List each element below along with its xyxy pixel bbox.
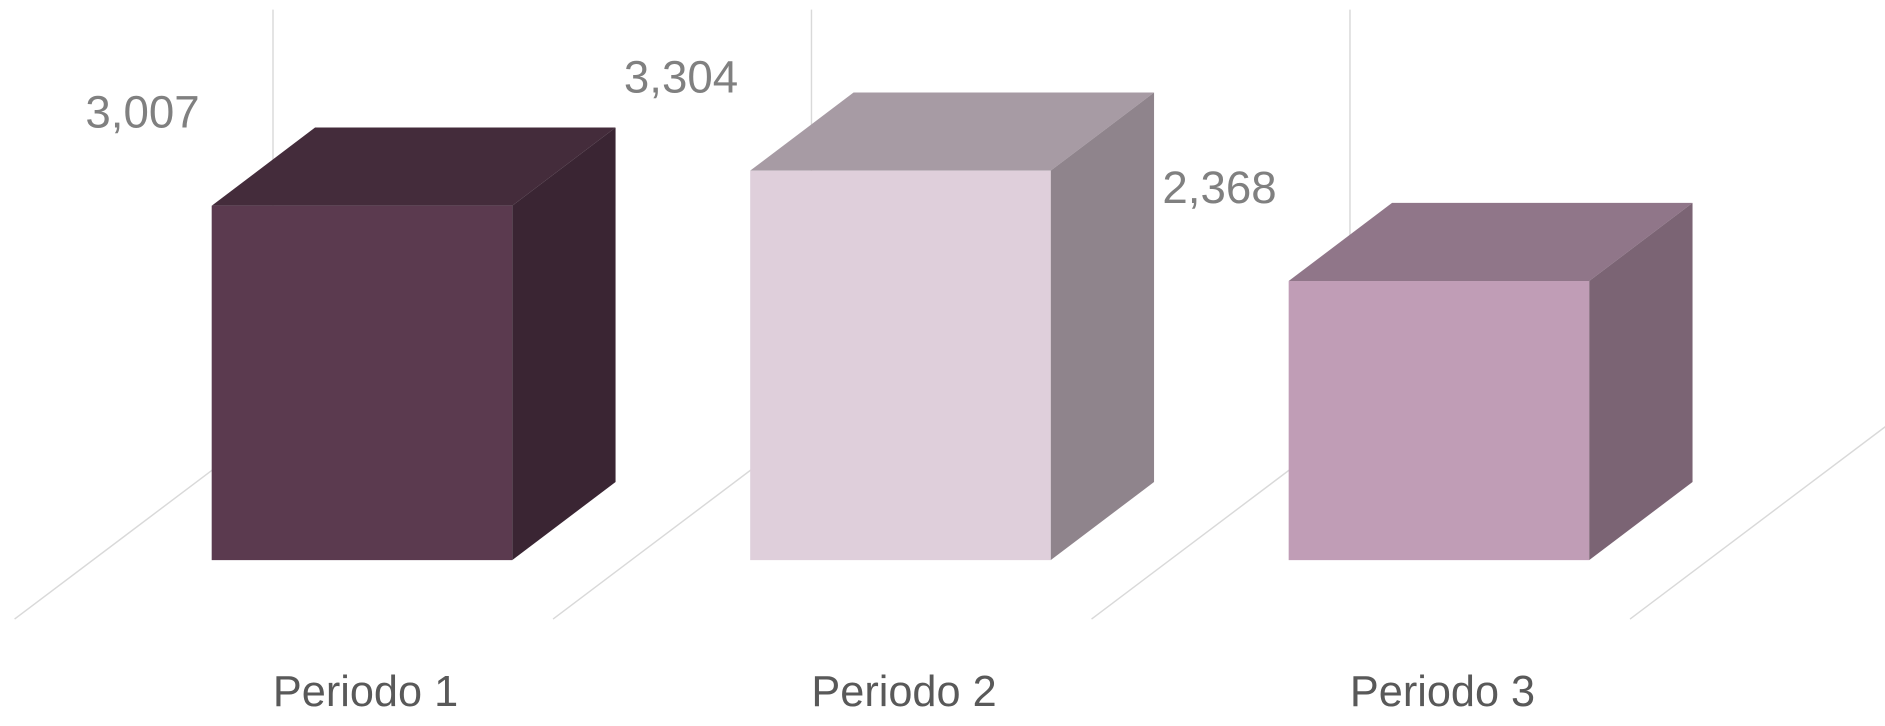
bar-side: [512, 127, 616, 561]
bar-side: [1050, 92, 1155, 561]
bar-top: [750, 92, 1155, 171]
bar-top: [211, 127, 616, 206]
data-label: 3,007: [85, 87, 199, 138]
data-label: 2,368: [1162, 162, 1276, 213]
x-tick-label: Periodo 3: [1350, 668, 1535, 716]
floor-gridline: [1629, 426, 1885, 620]
bar-side: [1589, 202, 1693, 561]
data-label: 3,304: [624, 52, 738, 103]
bar-top: [1288, 202, 1693, 282]
bar: [1288, 281, 1590, 561]
x-tick-label: Periodo 1: [273, 668, 458, 716]
x-tick-label: Periodo 2: [811, 668, 996, 716]
bar: [211, 205, 513, 561]
bar: [750, 170, 1051, 561]
